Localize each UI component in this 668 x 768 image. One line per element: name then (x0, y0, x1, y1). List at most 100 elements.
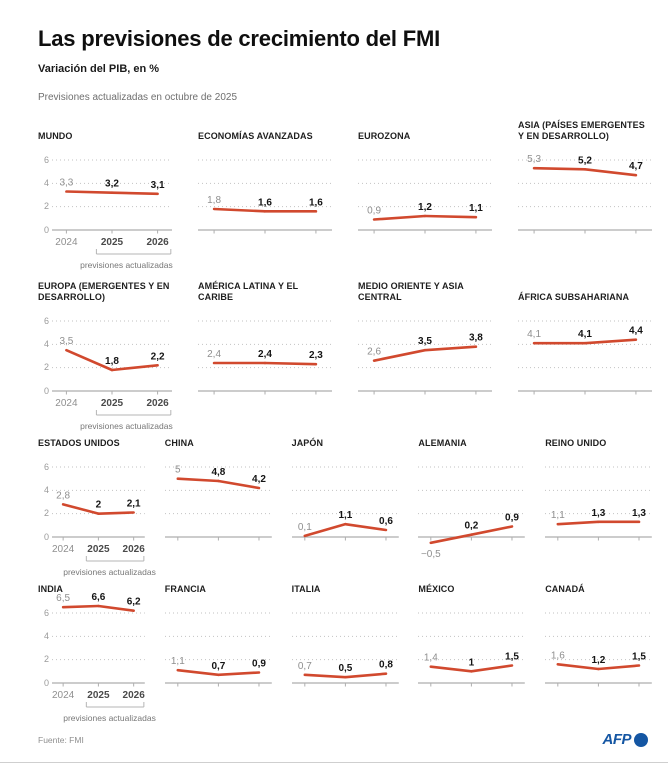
y-tick-label: 4 (43, 177, 49, 188)
year-label: 2025 (87, 690, 110, 701)
plot-area: 0,7 0,5 0,8 (291, 601, 399, 689)
value-label: 5 (175, 465, 181, 476)
y-tick-label: 2 (43, 201, 49, 212)
value-label: 0,9 (367, 206, 381, 217)
page-title: Las previsiones de crecimiento del FMI (38, 26, 440, 51)
chart-row-3: ESTADOS UNIDOS 0 2 4 6 2,8 2 2,1 2024 2025 2026 pre… (38, 435, 652, 581)
data-line (263, 361, 318, 366)
chart-title: MUNDO (38, 131, 73, 142)
chart-svg: 2,4 2,4 2,3 (198, 320, 332, 395)
data-line (556, 663, 600, 671)
value-label: 6,6 (91, 592, 105, 603)
chart-svg: 2,8 2 2,1 2024 2025 2026 previsiones actualiza… (52, 466, 156, 577)
data-line (61, 503, 100, 515)
chart-svg: 1,4 1 1,5 (418, 612, 526, 687)
chart-mundo: MUNDO 0 2 4 6 3,3 3,2 3,1 2024 2025 2026 previsione… (38, 113, 173, 274)
chart-reino-unido: REINO UNIDO 1,1 1,3 1,3 (545, 435, 652, 581)
chart-row-2: EUROPA (EMERGENTES Y EN DESARROLLO) 0 2 4 6 3… (38, 274, 652, 435)
chart-title: JAPÓN (291, 438, 324, 449)
source-credit: Fuente: FMI (38, 734, 84, 745)
chart-svg: 1,1 1,3 1,3 (545, 466, 652, 541)
chart-title: EUROPA (EMERGENTES Y EN DESARROLLO) (38, 280, 170, 303)
charts-grid: MUNDO 0 2 4 6 3,3 3,2 3,1 2024 2025 2026 previsione… (38, 113, 652, 727)
value-label: 0,6 (379, 516, 393, 527)
data-line (423, 214, 478, 219)
plot-area: 0 2 4 6 6,5 6,6 6,2 2024 2025 2026 previsiones act… (38, 592, 156, 727)
page-subtitle: Variación del PIB, en % (38, 63, 160, 75)
value-label: 0,5 (338, 663, 352, 674)
footer: Fuente: FMI AFP (38, 731, 648, 748)
data-line (429, 533, 474, 545)
chart-economias-avanzadas: ECONOMÍAS AVANZADAS 1,8 1,6 1,6 (198, 113, 332, 274)
plot-area: 0 2 4 6 3,3 3,2 3,1 2024 2025 2026 previsiones act… (38, 148, 173, 274)
data-line (303, 522, 347, 538)
value-label: 4,1 (527, 329, 541, 340)
chart-title: INDIA (38, 584, 63, 595)
value-label: 1,5 (632, 652, 646, 663)
chart-svg: 0,1 1,1 0,6 (291, 466, 399, 541)
value-label: 1,6 (258, 197, 272, 208)
value-label: 0,2 (465, 521, 479, 532)
data-line (216, 671, 261, 677)
data-line (110, 364, 159, 372)
value-label: 0,9 (505, 513, 519, 524)
chart-mexico: MÉXICO 1,4 1 1,5 (418, 581, 526, 727)
data-line (429, 665, 474, 673)
value-label: 1,8 (105, 356, 119, 367)
chart-china: CHINA 5 4,8 4,2 (164, 435, 272, 581)
data-line (65, 348, 114, 372)
year-label: 2024 (52, 544, 75, 555)
value-label: 1,6 (551, 650, 565, 661)
value-label: 6,2 (127, 597, 141, 608)
y-tick-label: 4 (43, 338, 49, 349)
value-label: 6,5 (56, 593, 70, 604)
value-label: 2,6 (367, 347, 381, 358)
value-label: 5,3 (527, 154, 541, 165)
y-tick-label: 2 (43, 508, 49, 519)
year-label: 2026 (146, 237, 169, 248)
chart-title: ITALIA (291, 584, 321, 595)
plot-area: 2,4 2,4 2,3 (198, 309, 332, 397)
afp-logo: AFP (602, 731, 648, 748)
data-line (303, 673, 347, 679)
chart-svg: −0,5 0,2 0,9 (418, 466, 526, 560)
value-label: 2 (96, 500, 102, 511)
data-line (343, 672, 387, 679)
data-line (532, 166, 587, 171)
chart-asia-paises-emergentes-y-en-desarrollo: ASIA (PAÍSES EMERGENTES Y EN DESARROLLO)… (518, 113, 652, 274)
chart-svg: 1,8 1,6 1,6 (198, 159, 332, 234)
chart-india: INDIA 0 2 4 6 6,5 6,6 6,2 2024 2025 2026 previsione… (38, 581, 156, 727)
value-label: 3,3 (59, 178, 73, 189)
plot-area: 2,6 3,5 3,8 (358, 309, 492, 397)
value-label: 2,8 (56, 490, 70, 501)
chart-svg: 2,6 3,5 3,8 (358, 320, 492, 395)
value-label: 1,6 (309, 197, 323, 208)
chart-alemania: ALEMANIA −0,5 0,2 0,9 (418, 435, 526, 581)
value-label: 0,9 (252, 659, 266, 670)
plot-area: 0,1 1,1 0,6 (291, 455, 399, 543)
plot-area: 1,6 1,2 1,5 (545, 601, 652, 689)
chart-svg: 3,5 1,8 2,2 2024 2025 2026 previsiones actuali… (52, 320, 173, 431)
plot-area: 1,4 1 1,5 (418, 601, 526, 689)
chart-svg: 5 4,8 4,2 (164, 465, 272, 541)
value-label: 0,7 (211, 661, 225, 672)
chart-estados-unidos: ESTADOS UNIDOS 0 2 4 6 2,8 2 2,1 2024 2025 2026 pre… (38, 435, 156, 581)
chart-america-latina-y-el-caribe: AMÉRICA LATINA Y EL CARIBE 2,4 2,4 2,3 (198, 274, 332, 435)
chart-svg: 6,5 6,6 6,2 2024 2025 2026 previsiones actuali… (52, 592, 156, 723)
value-label: 1,2 (592, 655, 606, 666)
value-label: 1,5 (505, 652, 519, 663)
afp-logo-text: AFP (602, 731, 632, 748)
year-label: 2025 (101, 398, 124, 409)
year-label: 2024 (55, 237, 78, 248)
chart-title: FRANCIA (164, 584, 206, 595)
value-label: 3,5 (418, 336, 432, 347)
value-label: 1,3 (592, 508, 606, 519)
chart-canada: CANADÁ 1,6 1,2 1,5 (545, 581, 652, 727)
chart-europa-emergentes-y-en-desarrollo: EUROPA (EMERGENTES Y EN DESARROLLO) 0 2 4 6 3… (38, 274, 173, 435)
value-label: 1,4 (424, 653, 438, 664)
afp-logo-dot-icon (634, 732, 648, 747)
plot-area: 1,8 1,6 1,6 (198, 148, 332, 236)
chart-francia: FRANCIA 1,1 0,7 0,9 (164, 581, 272, 727)
year-label: 2026 (146, 398, 169, 409)
value-label: 4,1 (578, 329, 592, 340)
